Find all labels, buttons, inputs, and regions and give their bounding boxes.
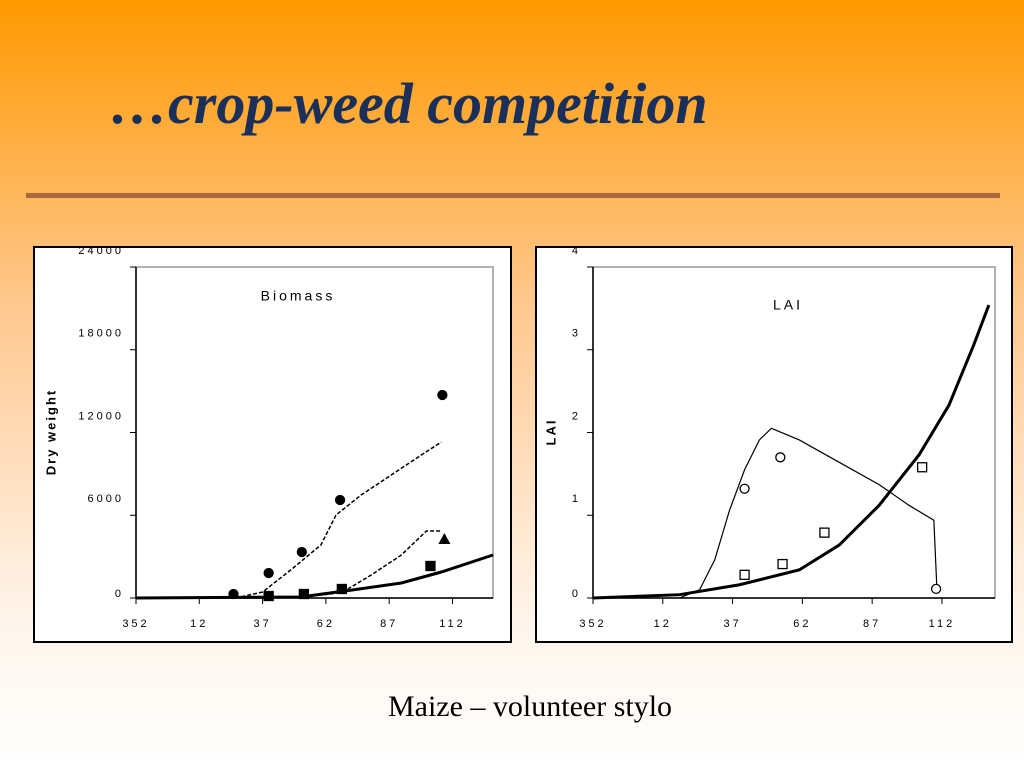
x-tick-label: 37 (253, 618, 271, 630)
data-point (438, 532, 451, 544)
x-tick-label: 352 (122, 618, 149, 630)
series-line (592, 304, 991, 600)
y-tick-label: 3 (572, 328, 581, 340)
x-tick-label: 352 (579, 618, 606, 630)
x-tick-label: 12 (654, 618, 672, 630)
y-tick-label: 0 (572, 588, 581, 600)
data-point (930, 583, 942, 595)
data-point (298, 588, 310, 600)
data-point (739, 483, 750, 494)
y-tick-label: 24000 (78, 245, 124, 257)
series-line (679, 427, 938, 599)
chart-title: LAI (773, 297, 803, 313)
x-tick-label: 87 (380, 618, 398, 630)
data-point (425, 560, 436, 572)
y-axis-label: Dry weight (43, 389, 58, 475)
data-point (916, 462, 928, 473)
x-tick-label: 87 (863, 618, 881, 630)
y-axis-label: LAI (543, 419, 558, 446)
y-tick-label: 6000 (88, 493, 124, 505)
chart-title: Biomass (261, 288, 336, 304)
data-point (334, 494, 346, 506)
data-point (775, 452, 786, 463)
y-tick-label: 4 (572, 245, 581, 257)
x-tick-label: 112 (439, 618, 466, 630)
y-tick-label: 0 (115, 588, 124, 600)
data-point (336, 583, 347, 595)
x-tick-label: 112 (929, 618, 956, 630)
y-tick-label: 1 (572, 493, 581, 505)
x-tick-label: 37 (723, 618, 741, 630)
chart-frame (33, 246, 512, 643)
y-tick-label: 18000 (78, 328, 124, 340)
separator (26, 193, 1000, 198)
caption: Maize – volunteer stylo (387, 690, 673, 723)
x-tick-label: 62 (317, 618, 335, 630)
data-point (739, 569, 750, 580)
x-tick-label: 12 (190, 618, 208, 630)
x-tick-label: 62 (793, 618, 811, 630)
series-line (235, 441, 442, 599)
y-tick-label: 2 (572, 410, 581, 422)
data-point (437, 389, 448, 401)
slide-title: …crop-weed competition (110, 71, 708, 136)
y-tick-label: 12000 (78, 410, 124, 422)
data-point (263, 567, 274, 579)
data-point (263, 590, 274, 602)
data-point (296, 546, 307, 558)
data-point (819, 527, 830, 538)
data-point (777, 558, 788, 570)
data-point (228, 588, 239, 600)
